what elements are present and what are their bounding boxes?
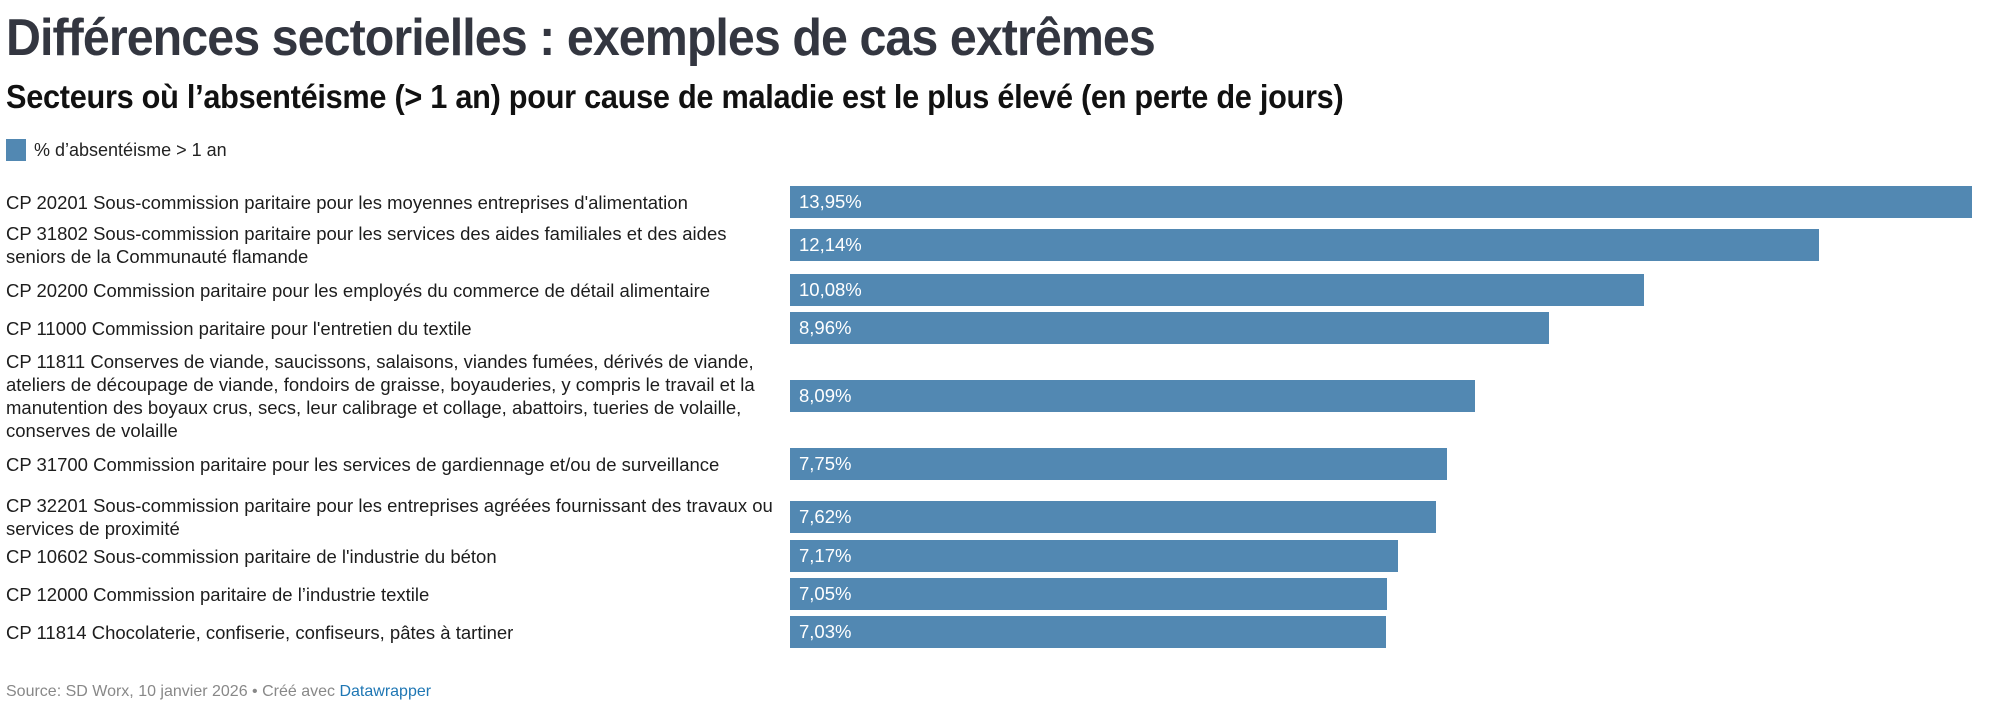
value-label: 7,75%: [799, 453, 852, 474]
chart-subtitle: Secteurs où l’absentéisme (> 1 an) pour …: [6, 78, 1344, 115]
datawrapper-link[interactable]: Datawrapper: [339, 683, 432, 700]
bar-row: CP 32201 Sous-commission paritaire pour …: [0, 494, 1996, 540]
source-text: Source: SD Worx, 10 janvier 2026 • Créé …: [6, 683, 340, 700]
bar: 7,05%: [790, 578, 1388, 610]
value-label: 12,14%: [799, 234, 862, 255]
bar: 7,62%: [790, 501, 1436, 533]
bar: 13,95%: [790, 186, 1972, 218]
bar: 8,96%: [790, 312, 1550, 344]
value-label: 8,09%: [799, 385, 852, 406]
value-label: 7,05%: [799, 583, 852, 604]
value-label: 7,17%: [799, 545, 852, 566]
bar: 12,14%: [790, 229, 1819, 261]
category-label: CP 20200 Commission paritaire pour les e…: [6, 279, 711, 301]
category-label: CP 11814 Chocolaterie, confiserie, confi…: [6, 621, 514, 643]
category-label: CP 11000 Commission paritaire pour l'ent…: [6, 317, 472, 339]
bar-row: CP 11811 Conserves de viande, saucissons…: [0, 350, 1996, 442]
value-label: 7,03%: [799, 621, 852, 642]
value-label: 13,95%: [799, 191, 862, 212]
legend-swatch: [6, 139, 26, 161]
category-label: CP 10602 Sous-commission paritaire de l'…: [6, 545, 497, 567]
category-label: CP 31700 Commission paritaire pour les s…: [6, 453, 720, 475]
bar-row: CP 11814 Chocolaterie, confiserie, confi…: [0, 616, 1996, 648]
bar-row: CP 12000 Commission paritaire de l’indus…: [0, 578, 1996, 610]
chart-title: Différences sectorielles : exemples de c…: [6, 9, 1156, 67]
bar-row: CP 31700 Commission paritaire pour les s…: [0, 448, 1996, 480]
bar: 7,17%: [790, 540, 1398, 572]
bar: 7,75%: [790, 448, 1447, 480]
category-label: CP 32201 Sous-commission paritaire pour …: [6, 495, 773, 539]
category-label: CP 20201 Sous-commission paritaire pour …: [6, 191, 688, 213]
value-label: 7,62%: [799, 506, 852, 527]
bar: 10,08%: [790, 274, 1645, 306]
bar-row: CP 20200 Commission paritaire pour les e…: [0, 274, 1996, 306]
bar: 7,03%: [790, 616, 1386, 648]
value-label: 8,96%: [799, 317, 852, 338]
category-label: CP 31802 Sous-commission paritaire pour …: [6, 223, 727, 267]
legend-label: % d’absentéisme > 1 an: [34, 139, 227, 160]
value-label: 10,08%: [799, 279, 862, 300]
category-label: CP 11811 Conserves de viande, saucissons…: [6, 351, 755, 441]
legend: % d’absentéisme > 1 an: [6, 139, 227, 161]
category-label: CP 12000 Commission paritaire de l’indus…: [6, 583, 430, 605]
bar-row: CP 20201 Sous-commission paritaire pour …: [0, 186, 1996, 218]
bar: 8,09%: [790, 380, 1476, 412]
footer: Source: SD Worx, 10 janvier 2026 • Créé …: [6, 683, 431, 701]
bar-row: CP 31802 Sous-commission paritaire pour …: [0, 222, 1996, 268]
bar-row: CP 10602 Sous-commission paritaire de l'…: [0, 540, 1996, 572]
bar-row: CP 11000 Commission paritaire pour l'ent…: [0, 312, 1996, 344]
